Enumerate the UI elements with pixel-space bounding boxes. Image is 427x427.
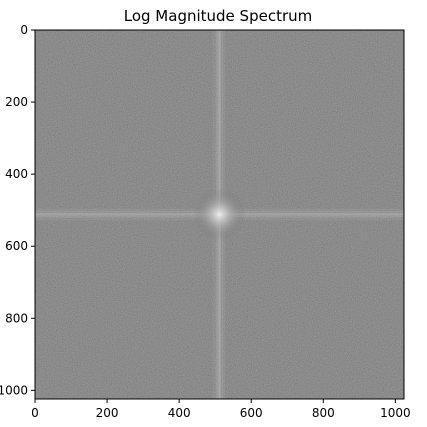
chart-title: Log Magnitude Spectrum <box>124 7 312 25</box>
y-tick-label: 400 <box>5 167 28 181</box>
y-tick-label: 600 <box>5 239 28 253</box>
x-tick-label: 800 <box>312 406 335 420</box>
x-axis: 0 200 400 600 800 1000 <box>31 399 411 420</box>
y-axis: 0 200 400 600 800 1000 <box>0 23 35 397</box>
y-tick-label: 800 <box>5 311 28 325</box>
y-tick-label: 200 <box>5 95 28 109</box>
x-tick-label: 200 <box>96 406 119 420</box>
spectrum-image <box>35 30 404 399</box>
x-tick-label: 400 <box>168 406 191 420</box>
x-tick-label: 1000 <box>380 406 411 420</box>
x-tick-label: 600 <box>240 406 263 420</box>
y-tick-label: 1000 <box>0 383 28 397</box>
plot-frame <box>34 29 405 400</box>
dc-component <box>193 188 246 241</box>
x-tick-label: 0 <box>31 406 39 420</box>
y-tick-label: 0 <box>20 23 28 37</box>
